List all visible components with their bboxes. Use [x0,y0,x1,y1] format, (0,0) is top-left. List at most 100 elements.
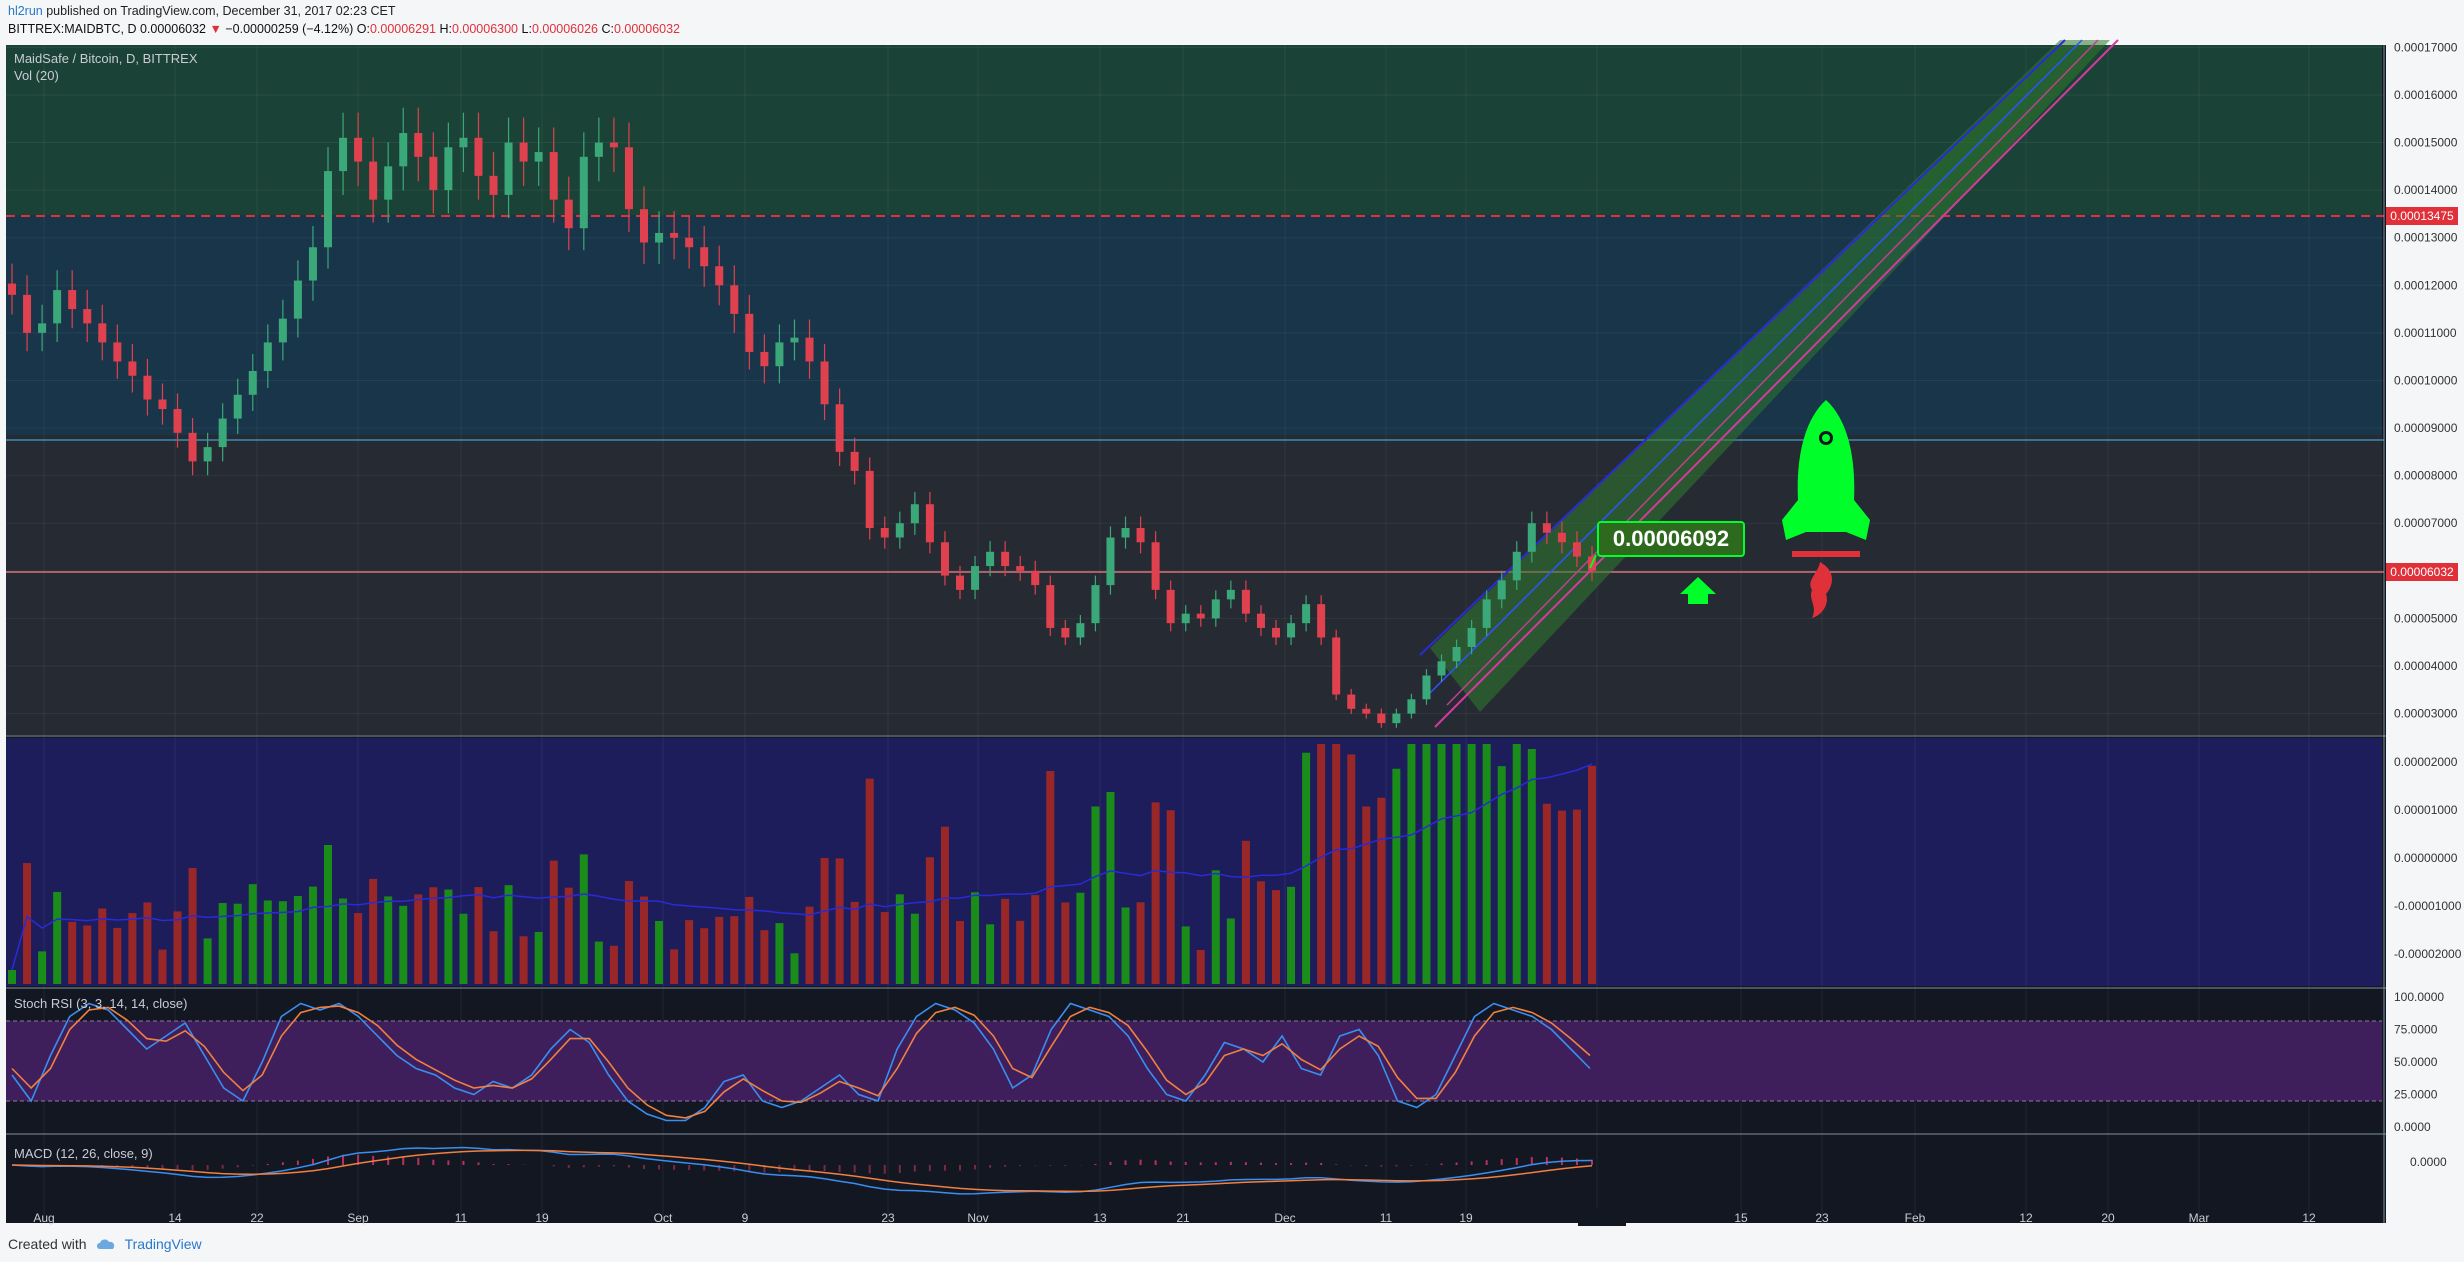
candle-body[interactable] [835,404,844,452]
candle-body[interactable] [53,290,62,324]
candle-body[interactable] [534,152,543,162]
candle-body[interactable] [38,323,47,333]
candle-body[interactable] [8,283,16,295]
candle-body[interactable] [880,528,889,538]
candle-body[interactable] [158,399,167,410]
candle-body[interactable] [278,318,287,343]
candle-body[interactable] [1557,532,1566,543]
candle-body[interactable] [910,504,919,524]
candle-body[interactable] [715,266,724,286]
candle-body[interactable] [1076,623,1085,638]
candle-body[interactable] [1482,599,1491,628]
candle-body[interactable] [1106,537,1115,586]
candle-body[interactable] [760,351,769,367]
candle-body[interactable] [1527,523,1536,552]
candle-body[interactable] [203,447,212,462]
candle-body[interactable] [1422,675,1431,700]
candle-body[interactable] [354,137,363,162]
candle-body[interactable] [68,290,77,310]
candle-body[interactable] [384,166,393,200]
candle-body[interactable] [113,342,122,362]
candle-body[interactable] [444,147,453,191]
candle-body[interactable] [850,451,859,471]
candle-body[interactable] [324,171,332,248]
candle-body[interactable] [745,313,754,352]
candle-body[interactable] [685,237,694,248]
candle-body[interactable] [143,375,152,400]
candle-body[interactable] [308,247,317,281]
candle-body[interactable] [218,418,227,448]
candle-body[interactable] [429,156,438,191]
candle-body[interactable] [263,342,272,371]
candle-body[interactable] [128,361,137,376]
candle-body[interactable] [173,409,182,433]
candle-body[interactable] [459,137,468,148]
candle-body[interactable] [248,370,257,395]
candle-body[interactable] [594,142,603,157]
candle-body[interactable] [564,199,573,229]
tradingview-link[interactable]: TradingView [124,1236,202,1252]
candle-body[interactable] [1091,585,1100,624]
candle-body[interactable] [1241,589,1250,614]
candle-body[interactable] [1031,570,1040,586]
candle-body[interactable] [925,504,934,543]
channel-upper-mid-line[interactable] [1429,39,2083,694]
candle-body[interactable] [700,247,709,267]
candle-body[interactable] [1497,580,1506,600]
candle-body[interactable] [1226,589,1235,600]
candle-body[interactable] [1302,604,1311,624]
candle-body[interactable] [519,142,528,162]
candle-body[interactable] [1136,528,1145,543]
candle-body[interactable] [956,575,964,590]
price-callout-box[interactable] [1597,521,1745,557]
candle-body[interactable] [1512,551,1521,581]
candle-body[interactable] [1151,542,1160,590]
candle-body[interactable] [940,542,949,576]
candle-body[interactable] [1016,566,1025,571]
candle-body[interactable] [820,361,829,405]
candle-body[interactable] [640,209,648,243]
candle-body[interactable] [730,285,739,314]
candle-body[interactable] [670,232,679,238]
candle-body[interactable] [1196,613,1205,619]
candle-body[interactable] [865,470,874,528]
candle-body[interactable] [1452,646,1461,662]
channel-lower-mid-line[interactable] [1446,39,2099,706]
candle-body[interactable] [474,137,483,176]
channel-upper-line[interactable] [1419,39,2066,656]
candle-body[interactable] [98,323,107,343]
candle-body[interactable] [1046,585,1055,628]
candle-body[interactable] [1362,708,1371,714]
candle-body[interactable] [1121,528,1130,538]
candle-body[interactable] [188,432,197,462]
candle-body[interactable] [1272,627,1280,638]
candle-body[interactable] [986,551,995,567]
candle-body[interactable] [1542,523,1551,533]
candle-body[interactable] [775,342,784,367]
candle-body[interactable] [233,394,242,419]
candle-body[interactable] [1377,713,1386,724]
candle-body[interactable] [609,142,618,148]
candle-body[interactable] [579,156,588,229]
candle-body[interactable] [414,133,423,157]
candle-body[interactable] [971,566,980,590]
candle-body[interactable] [1467,627,1476,647]
channel-lower-line[interactable] [1434,39,2119,728]
candle-body[interactable] [1001,551,1010,567]
candle-body[interactable] [369,161,378,200]
candle-body[interactable] [549,152,558,200]
candle-body[interactable] [1572,542,1581,557]
candle-body[interactable] [1407,699,1416,714]
candle-body[interactable] [655,232,664,243]
candle-body[interactable] [1392,713,1401,724]
candle-body[interactable] [624,147,633,210]
candle-body[interactable] [489,175,498,195]
candle-body[interactable] [1166,589,1175,624]
candle-body[interactable] [23,294,32,333]
candle-body[interactable] [83,309,92,324]
candle-body[interactable] [1256,613,1265,628]
candle-body[interactable] [1317,604,1326,638]
candle-body[interactable] [895,523,904,538]
candle-body[interactable] [805,337,814,362]
